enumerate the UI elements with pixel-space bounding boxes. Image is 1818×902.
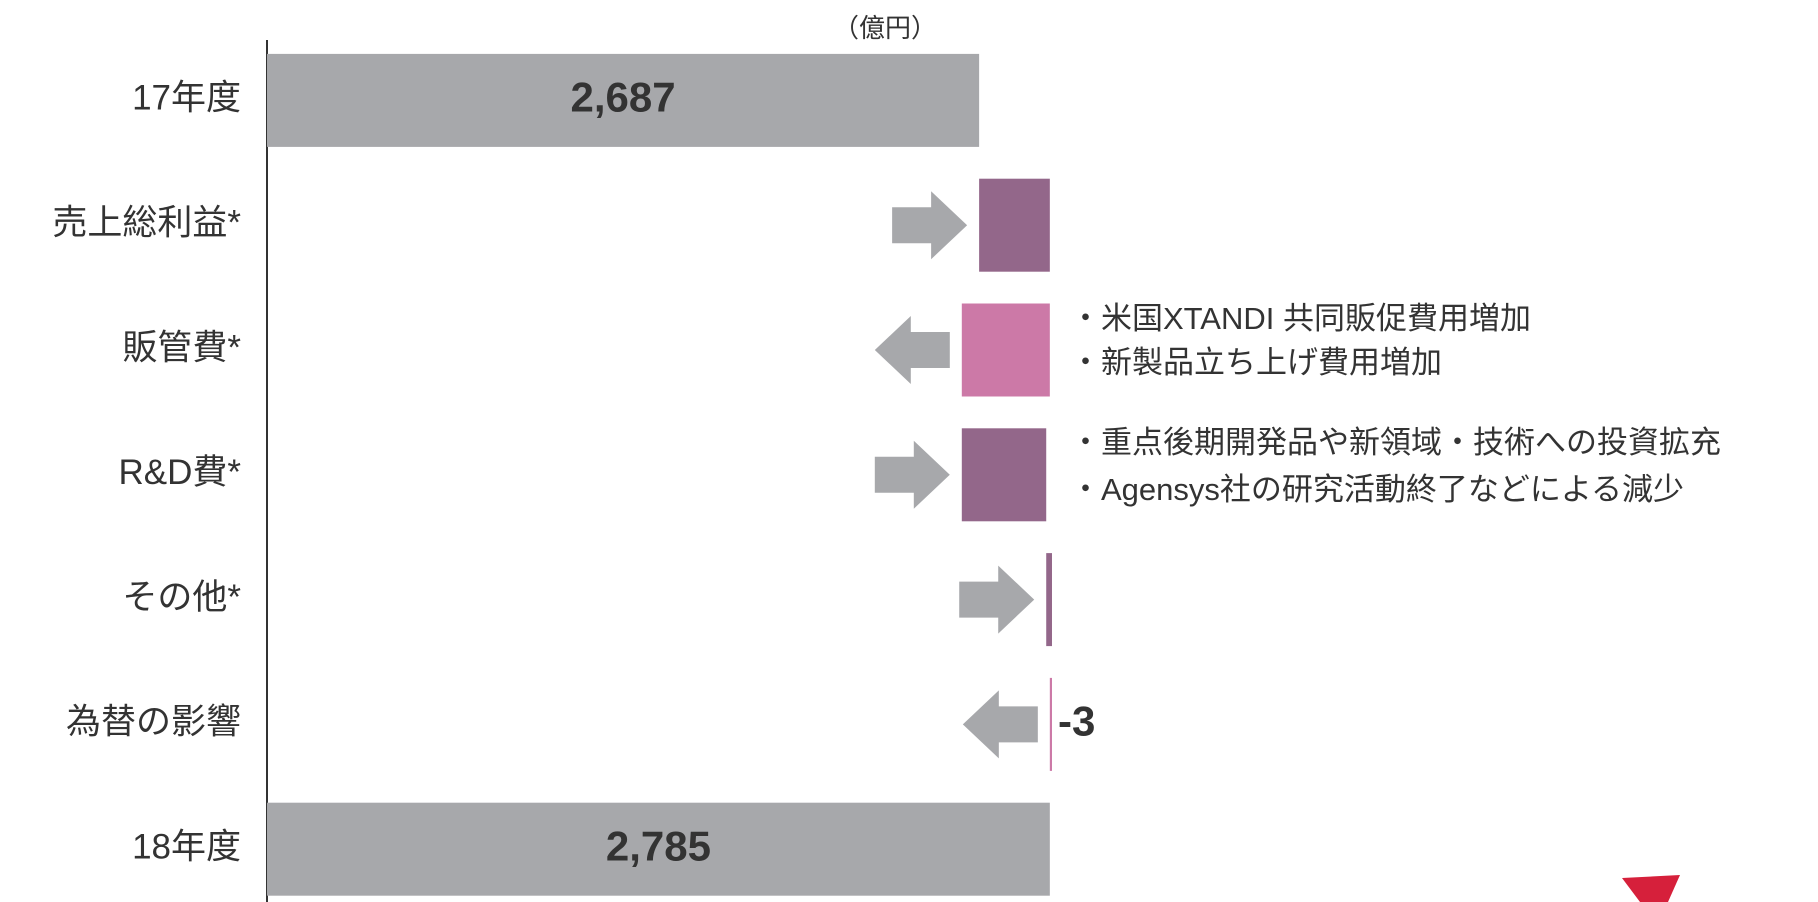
- category-label: R&D費*: [118, 453, 241, 492]
- category-label: 販管費*: [122, 328, 241, 367]
- category-label: その他*: [122, 578, 241, 617]
- category-label: 17年度: [132, 79, 241, 118]
- category-label: 売上総利益*: [52, 203, 241, 242]
- annotation: ・重点後期開発品や新領域・技術への投資拡充: [1070, 425, 1721, 460]
- arrow: [892, 191, 968, 260]
- annotation: ・新製品立ち上げ費用増加: [1070, 345, 1442, 380]
- arrow: [962, 690, 1038, 759]
- bar: [267, 53, 980, 147]
- bar: [1049, 677, 1052, 771]
- annotation: ・米国XTANDI 共同販促費用増加: [1070, 301, 1531, 336]
- arrow: [874, 316, 950, 384]
- arrow: [874, 440, 950, 509]
- bar: [1046, 553, 1052, 647]
- unit-label: （億円）: [833, 13, 937, 43]
- category-label: 為替の影響: [66, 703, 241, 742]
- value-label: -3: [1058, 697, 1095, 744]
- bar: [979, 178, 1050, 272]
- bar: [961, 303, 1050, 397]
- bar: [267, 802, 1050, 896]
- value-label: 2,687: [571, 73, 676, 120]
- value-label: 2,785: [606, 822, 711, 869]
- bar: [961, 428, 1047, 522]
- category-label: 18年度: [132, 827, 241, 866]
- arrow: [959, 565, 1035, 634]
- logo: [1622, 875, 1680, 902]
- annotation: ・Agensys社の研究活動終了などによる減少: [1070, 472, 1684, 507]
